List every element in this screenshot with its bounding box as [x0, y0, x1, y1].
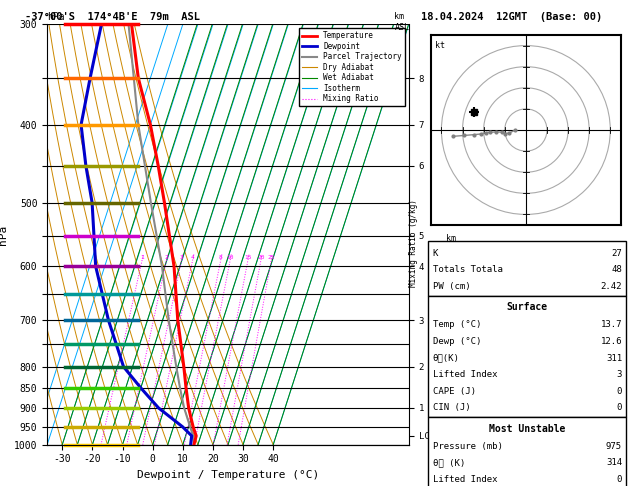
Text: CIN (J): CIN (J)	[433, 403, 470, 412]
Text: 314: 314	[606, 458, 622, 468]
Text: PW (cm): PW (cm)	[433, 281, 470, 291]
Text: kt: kt	[435, 41, 445, 51]
Text: Lifted Index: Lifted Index	[433, 475, 498, 484]
Text: Lifted Index: Lifted Index	[433, 370, 498, 379]
Text: © weatheronline.co.uk: © weatheronline.co.uk	[474, 469, 579, 479]
Text: km
ASL: km ASL	[394, 12, 409, 32]
Text: 0: 0	[616, 475, 622, 484]
Text: Most Unstable: Most Unstable	[489, 424, 565, 434]
Text: 27: 27	[611, 248, 622, 258]
Text: 13.7: 13.7	[601, 320, 622, 330]
Text: 25: 25	[267, 256, 275, 260]
Text: 2: 2	[165, 256, 169, 260]
Text: hPa: hPa	[47, 12, 65, 22]
Text: 3: 3	[616, 370, 622, 379]
Text: 2.42: 2.42	[601, 281, 622, 291]
Text: Pressure (mb): Pressure (mb)	[433, 442, 503, 451]
X-axis label: Dewpoint / Temperature (°C): Dewpoint / Temperature (°C)	[137, 470, 319, 480]
Text: Mixing Ratio (g/kg): Mixing Ratio (g/kg)	[409, 199, 418, 287]
Text: 1: 1	[140, 256, 144, 260]
Text: Surface: Surface	[506, 302, 547, 312]
Y-axis label: hPa: hPa	[0, 225, 8, 244]
Text: θᴄ(K): θᴄ(K)	[433, 353, 460, 363]
Text: Totals Totala: Totals Totala	[433, 265, 503, 274]
Y-axis label: km
ASL: km ASL	[444, 235, 459, 254]
Text: 10: 10	[226, 256, 234, 260]
Text: θᴄ (K): θᴄ (K)	[433, 458, 465, 468]
Text: -37°00'S  174°4B'E  79m  ASL: -37°00'S 174°4B'E 79m ASL	[25, 12, 200, 22]
Text: Dewp (°C): Dewp (°C)	[433, 337, 481, 346]
Text: K: K	[433, 248, 438, 258]
Text: 311: 311	[606, 353, 622, 363]
Text: 975: 975	[606, 442, 622, 451]
Text: CAPE (J): CAPE (J)	[433, 386, 476, 396]
Text: 0: 0	[616, 403, 622, 412]
Legend: Temperature, Dewpoint, Parcel Trajectory, Dry Adiabat, Wet Adiabat, Isotherm, Mi: Temperature, Dewpoint, Parcel Trajectory…	[299, 28, 405, 106]
Text: 12.6: 12.6	[601, 337, 622, 346]
Text: 8: 8	[219, 256, 223, 260]
Text: 0: 0	[616, 386, 622, 396]
Text: 15: 15	[244, 256, 252, 260]
Text: 18.04.2024  12GMT  (Base: 00): 18.04.2024 12GMT (Base: 00)	[421, 12, 603, 22]
Text: 3: 3	[180, 256, 184, 260]
Text: 4: 4	[191, 256, 194, 260]
Text: 20: 20	[257, 256, 265, 260]
Text: Temp (°C): Temp (°C)	[433, 320, 481, 330]
Text: 48: 48	[611, 265, 622, 274]
